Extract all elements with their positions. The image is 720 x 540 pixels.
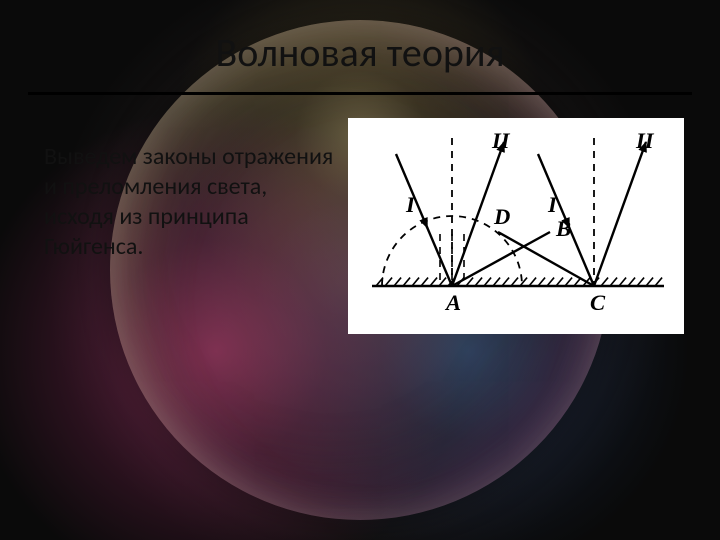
- title-rule: [28, 92, 692, 95]
- svg-text:A: A: [444, 290, 461, 315]
- svg-text:II: II: [635, 128, 655, 153]
- body-paragraph: Выведем законы отражения и преломления с…: [44, 142, 334, 262]
- svg-text:II: II: [491, 128, 511, 153]
- svg-text:D: D: [493, 204, 510, 229]
- huygens-diagram: IIIIIIACDB: [348, 118, 684, 334]
- page-title: Волновая теория: [0, 28, 720, 77]
- svg-text:I: I: [547, 192, 558, 217]
- svg-text:C: C: [590, 290, 606, 315]
- svg-text:B: B: [555, 216, 571, 241]
- svg-text:I: I: [405, 192, 416, 217]
